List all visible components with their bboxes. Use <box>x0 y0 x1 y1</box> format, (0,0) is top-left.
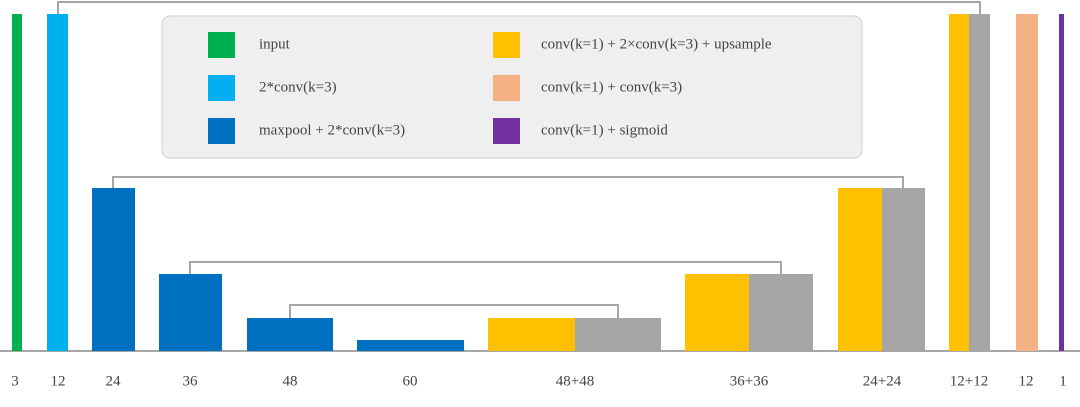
skip-line <box>189 261 782 274</box>
stage-label: 24+24 <box>863 373 902 389</box>
legend-swatch <box>208 118 235 144</box>
layer-bar <box>1016 14 1038 351</box>
legend-swatch <box>493 32 520 58</box>
layer-bar <box>247 318 333 351</box>
layer-bar <box>575 318 661 351</box>
layer: 3 12 24 36 48 60 48+48 36+36 24+24 12+12 12 1 input 2… <box>11 14 1067 389</box>
legend-label: conv(k=1) + conv(k=3) <box>541 79 682 95</box>
stage-label: 48 <box>283 373 298 389</box>
legend-label: maxpool + 2*conv(k=3) <box>259 122 405 138</box>
legend-swatch <box>208 75 235 101</box>
legend-label: 2*conv(k=3) <box>259 79 337 95</box>
skip-line <box>57 1 981 14</box>
layer-bar <box>488 318 575 351</box>
stage-label: 12 <box>1019 373 1034 389</box>
layer-bar <box>969 14 990 351</box>
stage-label: 12 <box>51 373 66 389</box>
skip-line <box>112 176 904 188</box>
skip-line <box>289 304 619 318</box>
layer-bar <box>12 14 22 351</box>
layer-bar <box>159 274 222 351</box>
layer-bar <box>1059 14 1064 351</box>
layer-bar <box>47 14 68 351</box>
layer-bar <box>357 340 464 351</box>
layer-bar <box>882 188 925 351</box>
layer-bar <box>92 188 135 351</box>
stage-label: 36 <box>183 373 199 389</box>
skip-connections <box>57 1 981 318</box>
legend-label: conv(k=1) + 2×conv(k=3) + upsample <box>541 36 772 52</box>
stage-label: 48+48 <box>556 373 594 389</box>
stage-label: 24 <box>106 373 122 389</box>
legend-label: conv(k=1) + sigmoid <box>541 122 668 138</box>
layer-bar <box>838 188 882 351</box>
layer-bar <box>949 14 969 351</box>
stage-label: 3 <box>11 373 19 389</box>
legend-swatch <box>208 32 235 58</box>
legend-swatch <box>493 75 520 101</box>
stage-label: 12+12 <box>950 373 988 389</box>
layer-bar <box>749 274 813 351</box>
stage-label: 60 <box>403 373 418 389</box>
stage-label: 1 <box>1059 373 1067 389</box>
layer-bar <box>685 274 749 351</box>
stage-label: 36+36 <box>730 373 769 389</box>
legend-label: input <box>259 36 291 52</box>
legend-swatch <box>493 118 520 144</box>
